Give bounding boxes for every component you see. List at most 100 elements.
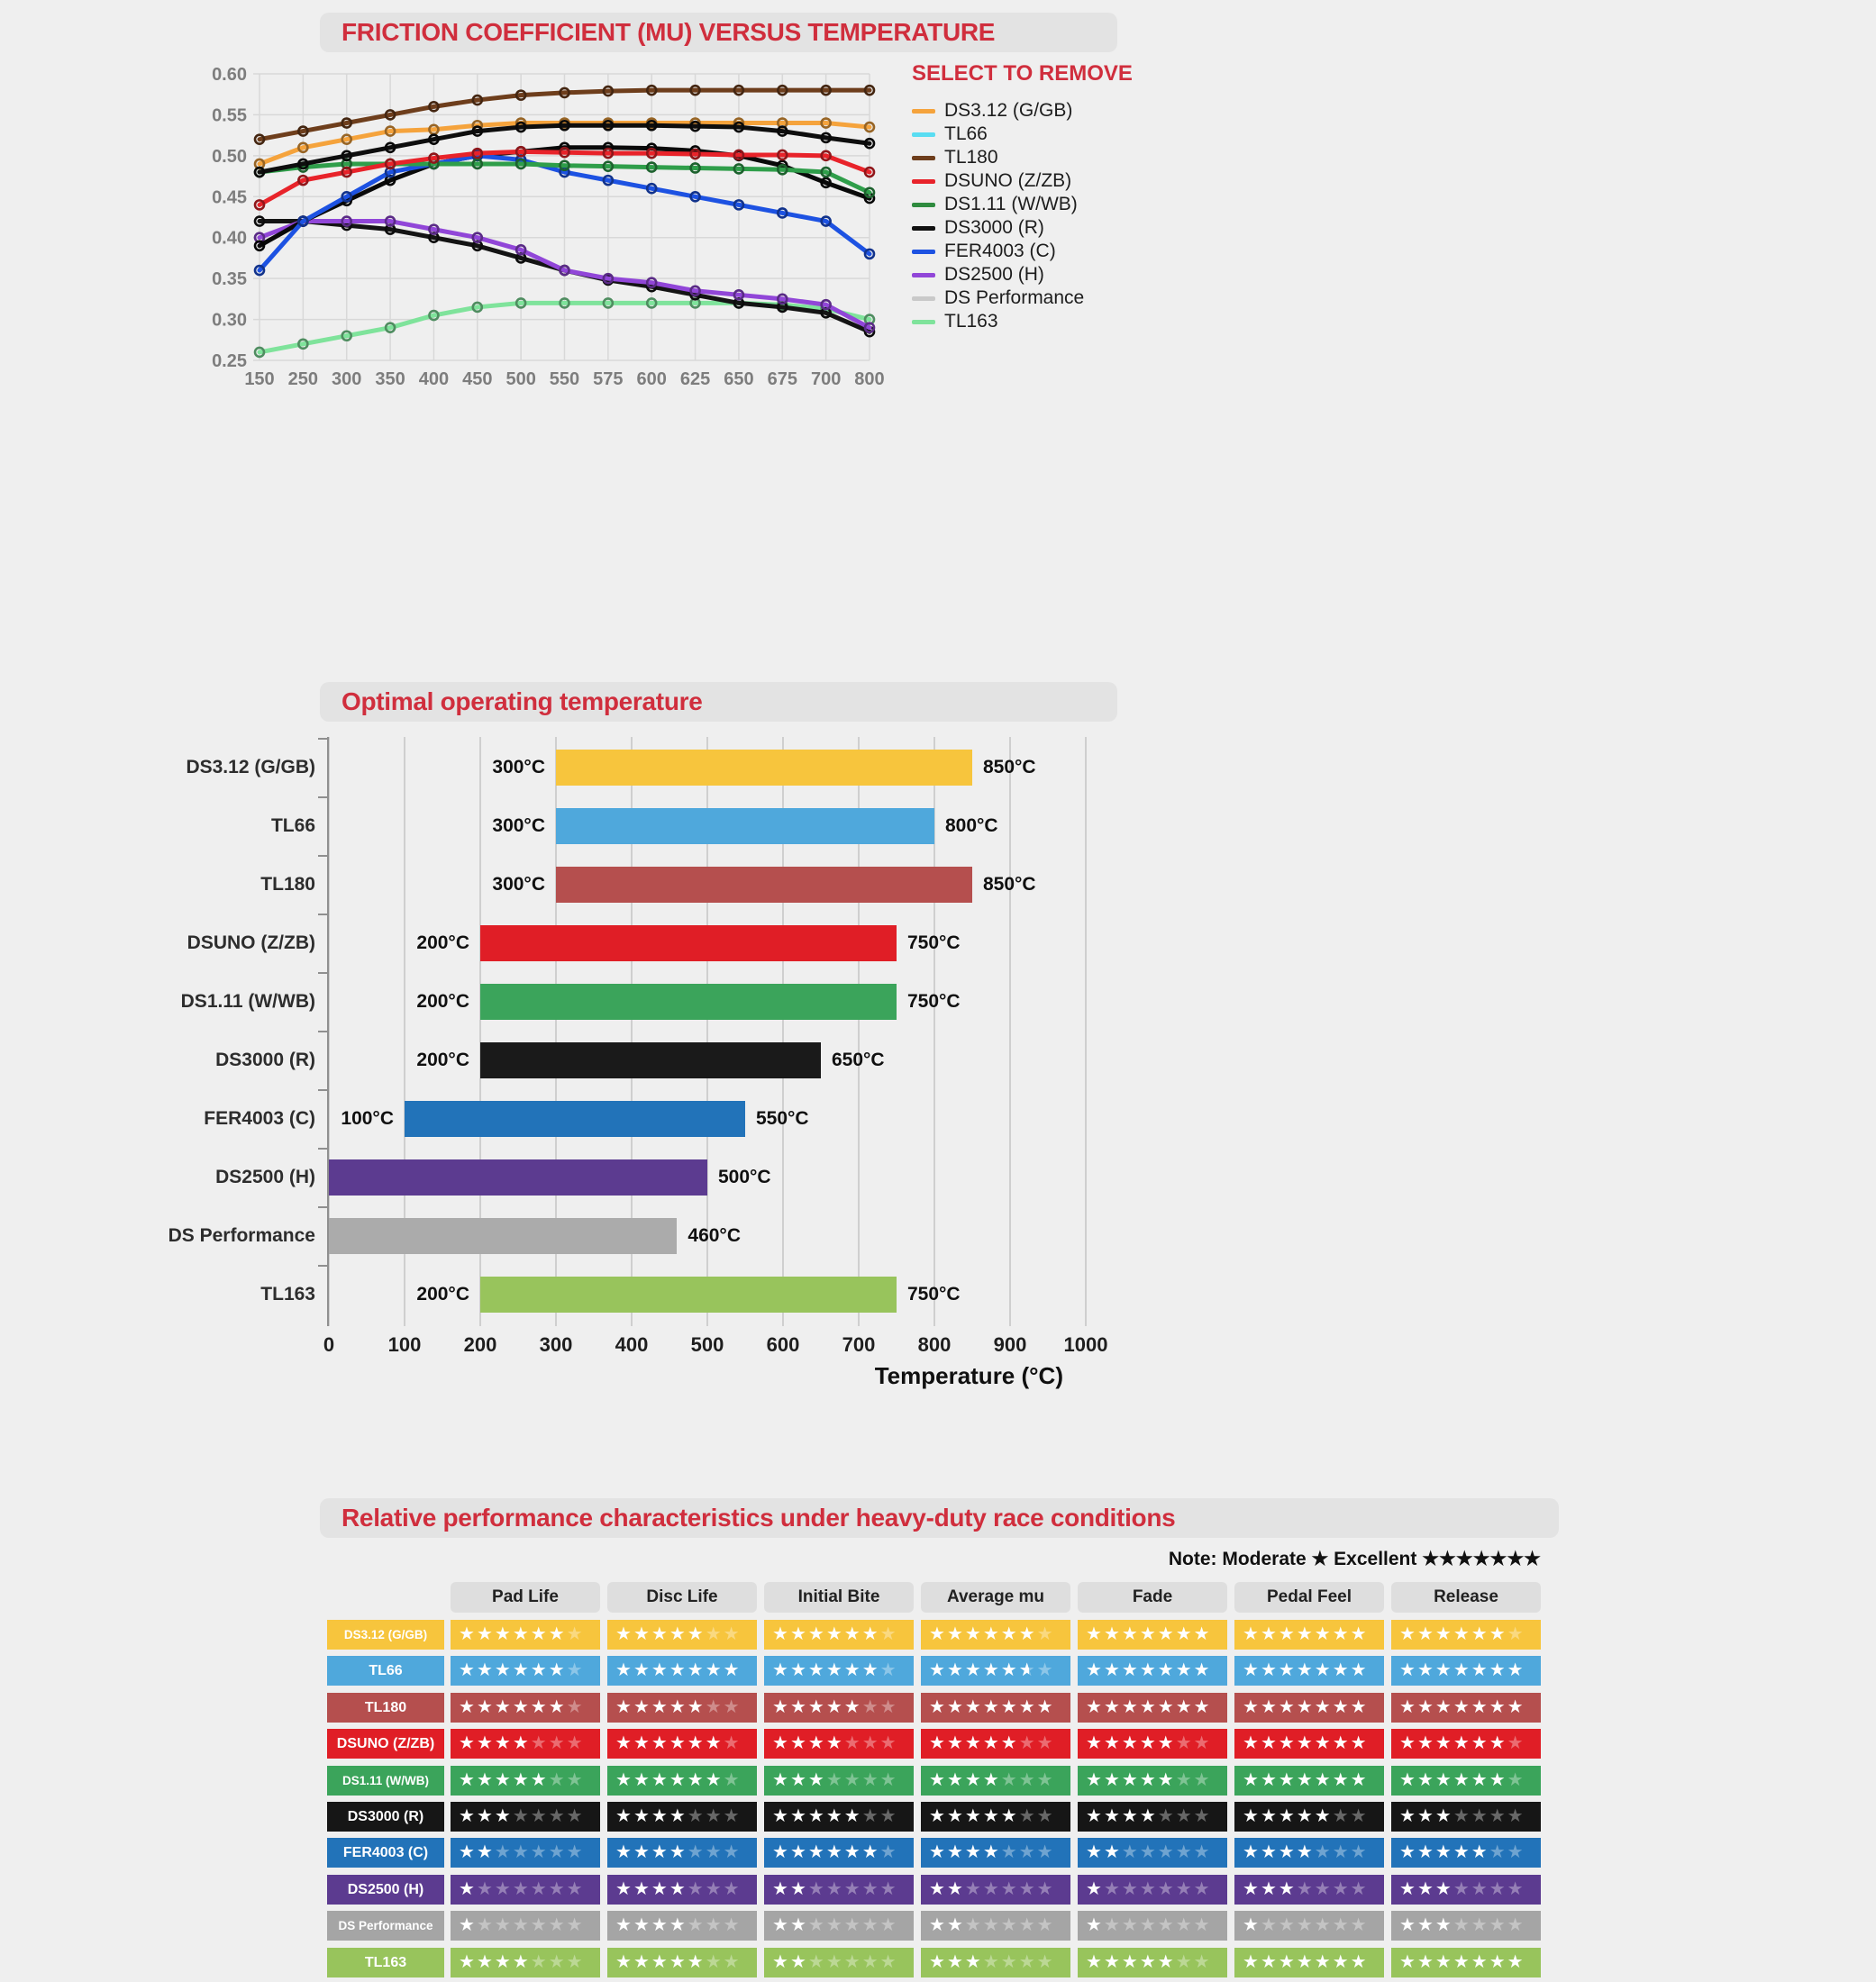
star-empty-icon: ★ [825,1915,844,1935]
star-filled-icon: ★ [1243,1624,1261,1644]
star-filled-icon: ★ [1103,1624,1122,1644]
data-point-marker [820,166,832,178]
legend-item-tl180[interactable]: TL180 [912,146,1236,169]
star-filled-icon: ★ [1086,1952,1104,1972]
star-filled-icon: ★ [843,1624,862,1644]
star-filled-icon: ★ [615,1806,633,1826]
legend-swatch-icon [912,202,935,207]
bar-end-value: 750°C [907,1284,961,1305]
legend-item-tl163[interactable]: TL163 [912,310,1236,333]
star-filled-icon: ★ [1471,1697,1489,1717]
star-filled-icon: ★ [1399,1915,1417,1935]
rating-cell: ★★★★★★★ [1234,1620,1384,1650]
star-filled-icon: ★ [1399,1733,1417,1753]
star-filled-icon: ★ [1000,1624,1019,1644]
rating-cell: ★★★★★★★ [451,1802,600,1832]
rating-cell: ★★★★★★★ [1078,1948,1227,1977]
table-row-label: TL66 [327,1656,444,1686]
star-empty-icon: ★ [1018,1806,1037,1826]
star-filled-icon: ★ [1434,1624,1453,1644]
legend-item-ds1-11-w-wb-[interactable]: DS1.11 (W/WB) [912,193,1236,216]
data-point-marker [297,125,309,137]
star-filled-icon: ★ [687,1697,706,1717]
legend-item-ds-performance[interactable]: DS Performance [912,286,1236,310]
star-filled-icon: ★ [807,1697,826,1717]
legend-item-ds2500-h-[interactable]: DS2500 (H) [912,263,1236,286]
star-empty-icon: ★ [1018,1733,1037,1753]
star-empty-icon: ★ [566,1733,585,1753]
data-point-marker [428,152,440,164]
star-filled-icon: ★ [1332,1624,1351,1644]
star-filled-icon: ★ [1086,1879,1104,1899]
series-line [257,219,872,331]
table-row-label: TL180 [327,1693,444,1723]
star-filled-icon: ★ [1399,1952,1417,1972]
data-point-marker [645,84,658,96]
rating-cell: ★★★★★★★ [764,1729,914,1759]
star-empty-icon: ★ [843,1879,862,1899]
star-empty-icon: ★ [687,1806,706,1826]
star-empty-icon: ★ [825,1879,844,1899]
y-tick-label: 0.60 [212,65,247,85]
star-filled-icon: ★ [1103,1697,1122,1717]
legend-item-label: TL180 [944,147,998,168]
temperature-range-bar [405,1101,745,1137]
star-empty-icon: ★ [1036,1915,1055,1935]
star-empty-icon: ★ [1103,1879,1122,1899]
star-filled-icon: ★ [1416,1915,1435,1935]
data-point-marker [253,240,266,252]
rating-cell: ★★★★★★★ [451,1948,600,1977]
star-empty-icon: ★ [723,1879,742,1899]
star-filled-icon: ★ [705,1733,724,1753]
star-filled-icon: ★ [1036,1697,1055,1717]
star-filled-icon: ★ [615,1697,633,1717]
star-filled-icon: ★ [1260,1952,1279,1972]
temperature-range-bar [480,1277,897,1313]
star-filled-icon: ★ [1453,1770,1471,1790]
star-filled-icon: ★ [1350,1952,1369,1972]
star-filled-icon: ★ [1000,1697,1019,1717]
y-tick-label: 0.35 [212,269,247,289]
star-empty-icon: ★ [843,1733,862,1753]
section-title-performance-table: Relative performance characteristics und… [320,1498,1559,1538]
data-point-marker [689,285,701,297]
rating-cell: ★★★★★★★ [921,1693,1070,1723]
data-point-marker [733,163,745,175]
data-point-marker [253,133,266,145]
star-empty-icon: ★ [982,1879,1001,1899]
star-filled-icon: ★ [1121,1697,1140,1717]
star-empty-icon: ★ [1193,1915,1212,1935]
star-empty-icon: ★ [548,1879,567,1899]
star-empty-icon: ★ [1453,1879,1471,1899]
star-filled-icon: ★ [946,1624,965,1644]
star-empty-icon: ★ [1103,1915,1122,1935]
data-point-marker [515,244,527,256]
legend-item-ds3-12-g-gb-[interactable]: DS3.12 (G/GB) [912,99,1236,123]
star-empty-icon: ★ [964,1879,983,1899]
table-row-label: DS1.11 (W/WB) [327,1766,444,1796]
rating-cell: ★★★★★★★ [1078,1656,1227,1686]
temperature-range-bar [556,867,972,903]
rating-cell: ★★★★★★★ [451,1766,600,1796]
star-filled-icon: ★ [1416,1879,1435,1899]
star-empty-icon: ★ [1175,1879,1194,1899]
star-filled-icon: ★ [825,1660,844,1680]
rating-cell: ★★★★★★★ [451,1729,600,1759]
x-tick-label: 300 [332,369,361,389]
star-empty-icon: ★ [1193,1806,1212,1826]
series-line [257,87,872,142]
legend-item-dsuno-z-zb-[interactable]: DSUNO (Z/ZB) [912,169,1236,193]
star-empty-icon: ★ [705,1842,724,1862]
series-tl180 [253,84,876,145]
legend-item-ds3000-r-[interactable]: DS3000 (R) [912,216,1236,240]
star-empty-icon: ★ [879,1915,898,1935]
y-tick-label: 0.40 [212,229,247,249]
legend-item-fer4003-c-[interactable]: FER4003 (C) [912,240,1236,263]
star-empty-icon: ★ [1157,1806,1176,1826]
star-filled-icon: ★ [1434,1697,1453,1717]
star-empty-icon: ★ [530,1806,549,1826]
legend-item-tl66[interactable]: TL66 [912,123,1236,146]
star-empty-icon: ★ [879,1733,898,1753]
data-point-marker [341,117,353,129]
star-empty-icon: ★ [807,1952,826,1972]
